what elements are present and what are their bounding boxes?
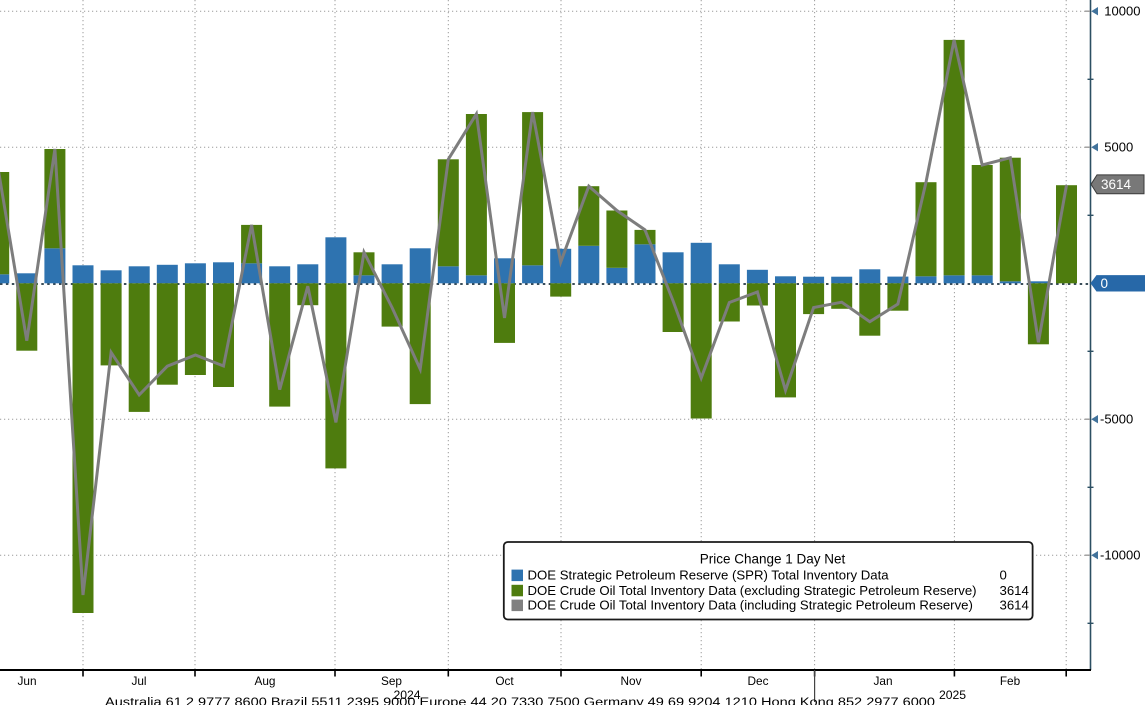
- svg-text:5000: 5000: [1104, 140, 1133, 155]
- svg-text:Sep: Sep: [381, 674, 402, 688]
- svg-text:-10000: -10000: [1100, 548, 1140, 563]
- svg-text:2024: 2024: [393, 688, 420, 702]
- svg-text:3614: 3614: [1000, 598, 1029, 613]
- svg-text:-5000: -5000: [1100, 412, 1133, 427]
- svg-text:Nov: Nov: [621, 674, 642, 688]
- svg-text:Jun: Jun: [17, 674, 36, 688]
- svg-text:0: 0: [1000, 568, 1007, 583]
- svg-text:2025: 2025: [939, 688, 966, 702]
- svg-text:DOE Crude Oil Total Inventory: DOE Crude Oil Total Inventory Data (incl…: [528, 598, 973, 613]
- svg-text:Australia 61 2 9777 8600 Brazi: Australia 61 2 9777 8600 Brazil 5511 239…: [105, 697, 935, 705]
- svg-text:Feb: Feb: [1000, 674, 1021, 688]
- svg-text:Dec: Dec: [748, 674, 769, 688]
- svg-text:Jul: Jul: [131, 674, 146, 688]
- svg-text:3614: 3614: [1000, 583, 1029, 598]
- svg-text:10000: 10000: [1104, 4, 1140, 19]
- svg-text:Jan: Jan: [873, 674, 892, 688]
- svg-text:Price Change 1 Day Net: Price Change 1 Day Net: [700, 552, 846, 567]
- svg-text:Aug: Aug: [255, 674, 276, 688]
- svg-text:DOE Crude Oil Total Inventory: DOE Crude Oil Total Inventory Data (excl…: [528, 583, 977, 598]
- svg-text:Oct: Oct: [495, 674, 514, 688]
- svg-text:DOE Strategic Petroleum Reserv: DOE Strategic Petroleum Reserve (SPR) To…: [528, 568, 890, 583]
- svg-text:0: 0: [1101, 276, 1109, 291]
- svg-text:3614: 3614: [1101, 177, 1132, 192]
